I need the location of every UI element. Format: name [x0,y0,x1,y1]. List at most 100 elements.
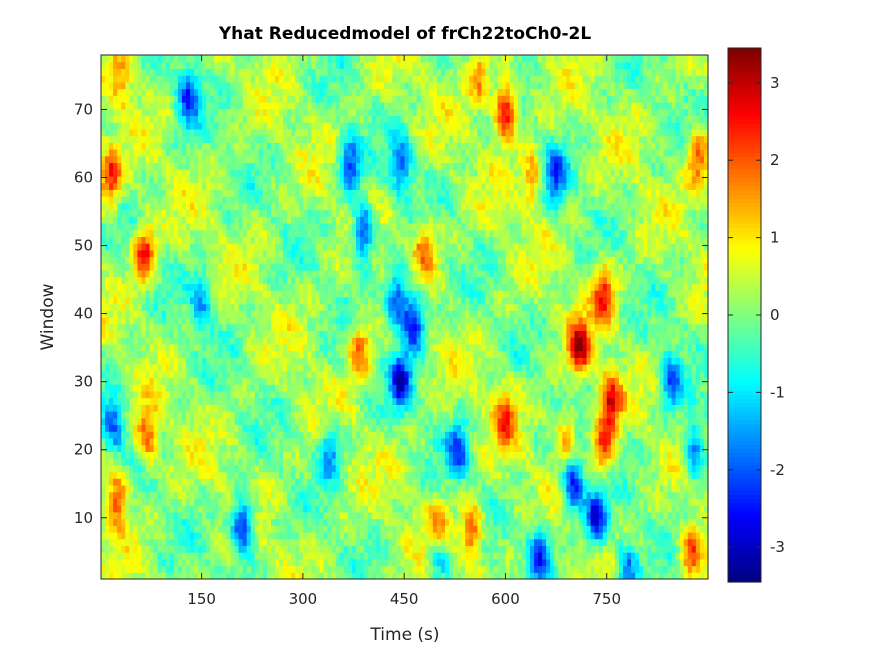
heatmap-cell [113,471,118,479]
heatmap-cell [275,102,280,110]
heatmap-cell [101,531,106,540]
heatmap-cell [185,81,191,90]
heatmap-cell [339,323,345,332]
heatmap-cell [339,552,345,560]
heatmap-cell [101,155,106,164]
heatmap-cell [258,68,264,76]
heatmap-cell [291,384,296,392]
heatmap-cell [181,122,187,130]
heatmap-cell [125,364,130,372]
heatmap-cell [185,269,191,278]
heatmap-cell [121,390,126,399]
heatmap-cell [343,370,349,379]
heatmap-cell [125,75,130,83]
heatmap-cell [279,75,284,83]
heatmap-cell [275,491,280,499]
heatmap-cell [226,350,232,358]
heatmap-cell [343,323,349,332]
heatmap-cell [315,142,321,150]
heatmap-cell [319,68,325,76]
heatmap-cell [105,236,110,244]
heatmap-cell [117,269,122,278]
heatmap-cell [287,276,292,285]
heatmap-cell [262,122,268,130]
heatmap-cell [129,135,134,143]
heatmap-cell [121,444,126,452]
heatmap-cell [331,377,337,385]
heatmap-cell [230,323,236,332]
heatmap-cell [181,431,187,439]
heatmap-cell [218,491,223,499]
heatmap-cell [198,75,203,83]
heatmap-cell [117,464,122,473]
heatmap-cell [133,128,139,137]
heatmap-cell [149,102,155,110]
heatmap-cell [311,343,317,352]
heatmap-cell [161,572,167,580]
heatmap-cell [307,55,313,63]
heatmap-cell [347,464,353,473]
heatmap-cell [351,162,357,170]
heatmap-cell [275,478,280,486]
heatmap-cell [307,437,313,446]
heatmap-cell [327,411,333,419]
heatmap-cell [279,128,284,137]
heatmap-cell [214,283,219,291]
heatmap-cell [149,538,155,547]
heatmap-cell [125,196,130,204]
heatmap-cell [331,155,337,164]
heatmap-cell [323,525,329,533]
heatmap-cell [149,303,155,311]
heatmap-cell [315,498,321,506]
heatmap-cell [153,75,159,83]
heatmap-cell [161,256,167,264]
heatmap-cell [343,303,349,311]
heatmap-cell [303,424,308,432]
heatmap-cell [109,229,114,237]
heatmap-cell [218,444,223,452]
heatmap-cell [121,61,126,70]
heatmap-cell [234,491,240,499]
heatmap-cell [279,444,284,452]
heatmap-cell [279,538,284,547]
heatmap-cell [262,243,268,251]
heatmap-cell [331,229,337,237]
heatmap-cell [161,196,167,204]
heatmap-cell [165,444,171,452]
heatmap-cell [291,411,296,419]
heatmap-cell [327,417,333,426]
heatmap-cell [242,135,248,143]
heatmap-cell [351,545,357,553]
heatmap-cell [206,552,211,560]
heatmap-cell [307,142,313,150]
heatmap-cell [311,95,317,103]
heatmap-cell [161,236,167,244]
heatmap-cell [287,424,292,432]
heatmap-cell [222,484,228,493]
heatmap-cell [258,290,264,298]
heatmap-cell [169,511,175,520]
heatmap-cell [327,317,333,325]
heatmap-cell [137,243,143,251]
heatmap-cell [299,182,304,190]
heatmap-cell [117,68,122,76]
heatmap-cell [161,377,167,385]
heatmap-cell [109,404,114,412]
heatmap-cell [198,317,203,325]
heatmap-cell [291,404,296,412]
heatmap-cell [254,269,260,278]
heatmap-cell [141,283,147,291]
heatmap-cell [270,209,276,217]
heatmap-cell [218,471,223,479]
heatmap-cell [185,390,191,399]
heatmap-cell [331,55,337,63]
heatmap-cell [242,384,248,392]
heatmap-cell [165,202,171,211]
heatmap-cell [234,458,240,466]
heatmap-cell [206,263,211,271]
heatmap-cell [319,370,325,379]
heatmap-cell [185,357,191,365]
heatmap-cell [327,558,333,567]
heatmap-cell [153,350,159,358]
heatmap-cell [202,511,207,520]
